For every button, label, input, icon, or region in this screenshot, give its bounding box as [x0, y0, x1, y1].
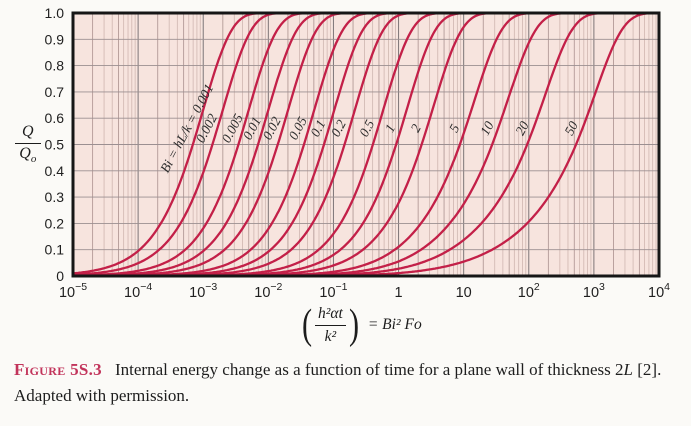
curve-label-bi-20: 20: [512, 119, 532, 138]
y-axis-label: Q Qo: [15, 123, 41, 165]
y-tick-label: 0: [56, 268, 64, 284]
curve-label-bi-10: 10: [477, 119, 497, 138]
left-paren: (: [301, 302, 313, 348]
x-axis-fraction: h²αt k²: [315, 305, 346, 346]
curve-label-bi-50: 50: [561, 119, 581, 138]
y-tick-label: 1.0: [45, 5, 65, 21]
right-paren: ): [348, 302, 359, 348]
y-tick-label: 0.2: [45, 215, 65, 231]
x-tick-label: 10−4: [124, 281, 152, 301]
plot-frame: [71, 11, 661, 278]
figure-caption-label: Figure 5S.3: [14, 360, 102, 379]
x-tick-label: 10−2: [254, 281, 282, 301]
x-tick-label: 10−5: [59, 281, 87, 301]
x-tick-label: 10−1: [319, 281, 347, 301]
y-tick-label: 0.1: [45, 242, 65, 258]
y-tick-label: 0.4: [45, 163, 65, 179]
y-tick-label: 0.5: [45, 137, 65, 153]
x-axis-label: ( h²αt k² ) = Bi² Fo: [300, 303, 422, 347]
y-tick-label: 0.3: [45, 189, 65, 205]
y-tick-label: 0.6: [45, 110, 65, 126]
curve-label-bi-0.2: 0.2: [328, 117, 349, 139]
x-tick-label: 102: [518, 281, 540, 301]
y-axis-label-numerator: Q: [15, 123, 41, 144]
figure-caption: Figure 5S.3 Internal energy change as a f…: [14, 357, 676, 408]
y-tick-label: 0.9: [45, 31, 65, 47]
curve-label-bi-0.1: 0.1: [307, 117, 328, 139]
x-tick-label: 10: [456, 285, 472, 301]
y-tick-label: 0.7: [45, 84, 65, 100]
x-tick-label: 1: [395, 285, 403, 301]
x-axis-label-rhs: = Bi² Fo: [367, 316, 422, 333]
curve-label-bi-0.5: 0.5: [356, 117, 377, 139]
x-tick-label: 103: [583, 281, 605, 301]
x-tick-label: 104: [648, 281, 670, 301]
y-tick-label: 0.8: [45, 58, 65, 74]
y-axis-label-denominator: Qo: [19, 145, 37, 166]
figure-caption-text: Internal energy change as a function of …: [14, 360, 662, 405]
x-tick-label: 10−3: [189, 281, 217, 301]
